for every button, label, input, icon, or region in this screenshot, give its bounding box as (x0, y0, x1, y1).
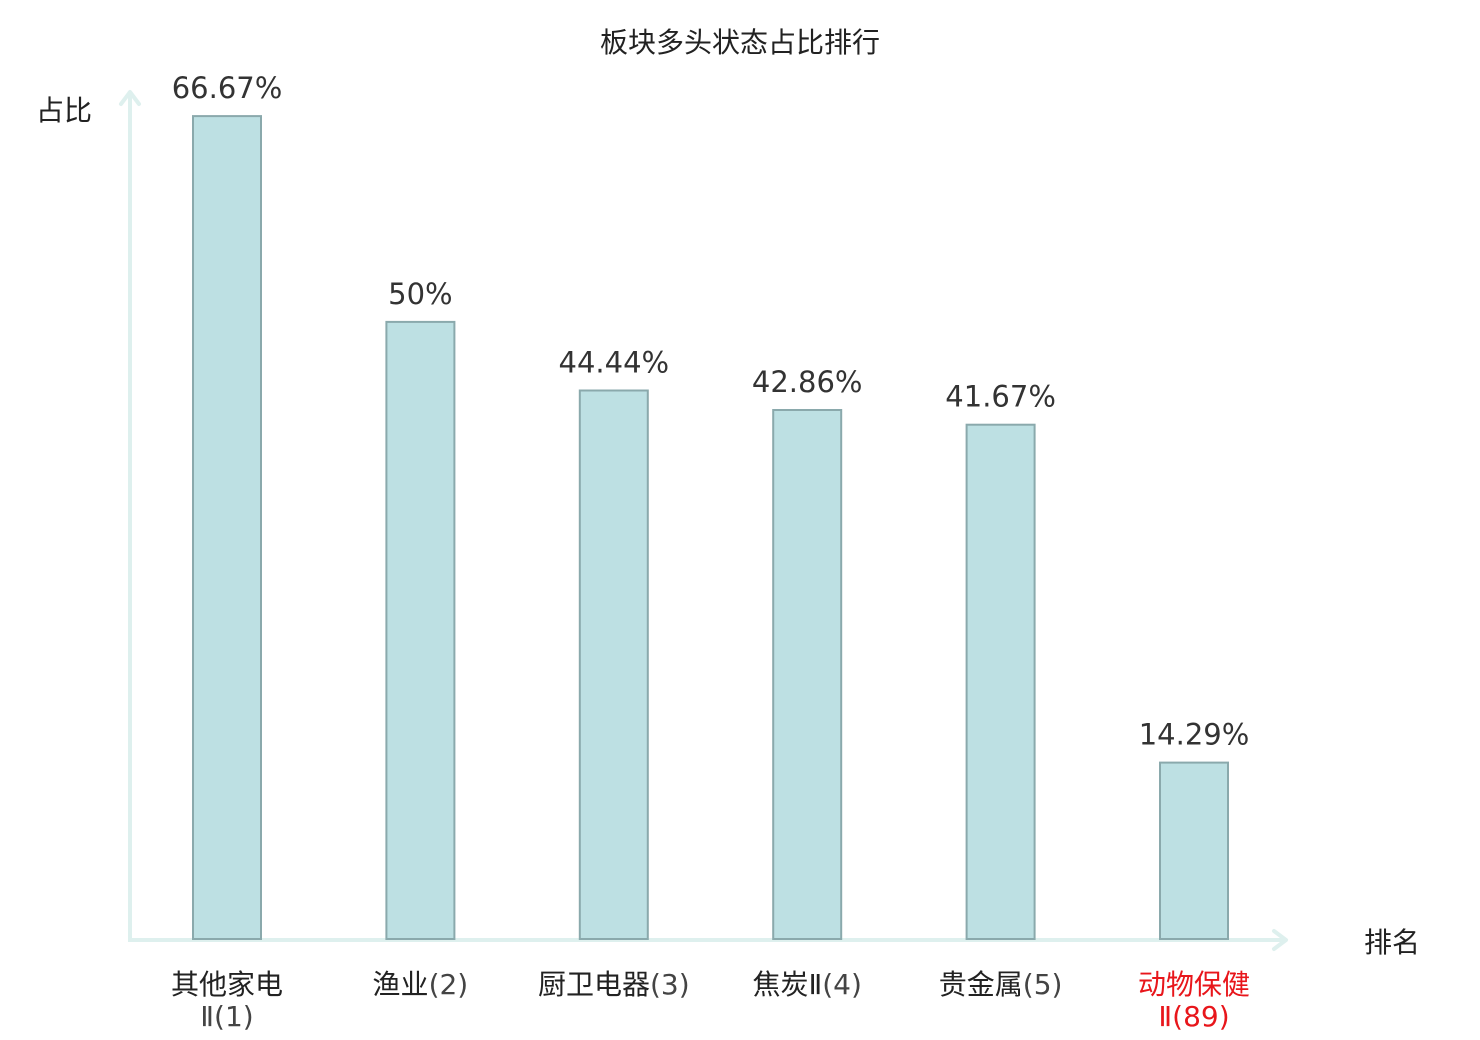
category-tick-label: 焦炭Ⅱ(4) (752, 968, 861, 1001)
x-axis (128, 929, 1288, 951)
data-label: 50% (388, 277, 452, 311)
category-name: 贵金属 (939, 968, 1023, 1001)
category-rank: (5) (1023, 968, 1063, 1001)
category-rank: (3) (650, 968, 690, 1001)
chart-title: 板块多头状态占比排行 (600, 26, 880, 59)
category-rank: (2) (429, 968, 469, 1001)
bar (772, 409, 843, 940)
category-tick-label: 厨卫电器(3) (538, 968, 690, 1001)
y-axis-label: 占比 (36, 94, 92, 127)
x-axis-label: 排名 (1364, 926, 1420, 959)
category-tick-label: 动物保健 Ⅱ(89) (1138, 968, 1250, 1033)
data-labels: 66.67% 50% 44.44% 42.86% 41.67% 14.29% (172, 71, 1250, 752)
data-label: 42.86% (752, 365, 863, 399)
data-label: 66.67% (172, 71, 283, 105)
bar (192, 115, 262, 941)
data-label: 14.29% (1139, 718, 1250, 752)
category-name: 其他家电 (171, 968, 283, 1001)
category-name: 焦炭Ⅱ (752, 968, 822, 1001)
bar (1159, 761, 1229, 940)
y-axis (119, 90, 141, 940)
category-tick-label: 贵金属(5) (939, 968, 1063, 1001)
category-name: 动物保健 (1138, 968, 1250, 1001)
category-rank: (4) (822, 968, 862, 1001)
x-axis-arrow-icon (1272, 929, 1288, 951)
bar-series (192, 115, 1229, 941)
category-tick-label: 其他家电 Ⅱ(1) (171, 968, 283, 1033)
category-tick-label: 渔业(2) (373, 968, 469, 1001)
data-label: 41.67% (945, 380, 1056, 414)
category-rank: Ⅱ(1) (200, 1000, 253, 1033)
category-tick-labels: 其他家电 Ⅱ(1) 渔业(2) 厨卫电器(3) 焦炭Ⅱ(4) 贵金属(5) 动物保健 Ⅱ(89… (171, 968, 1250, 1033)
bar (965, 423, 1036, 940)
category-rank: Ⅱ(89) (1158, 1000, 1229, 1033)
bar (385, 320, 456, 940)
bar (578, 389, 649, 940)
category-name: 渔业 (373, 968, 429, 1001)
data-label: 44.44% (559, 346, 670, 380)
y-axis-arrow-icon (119, 90, 141, 106)
category-name: 厨卫电器 (538, 968, 650, 1001)
